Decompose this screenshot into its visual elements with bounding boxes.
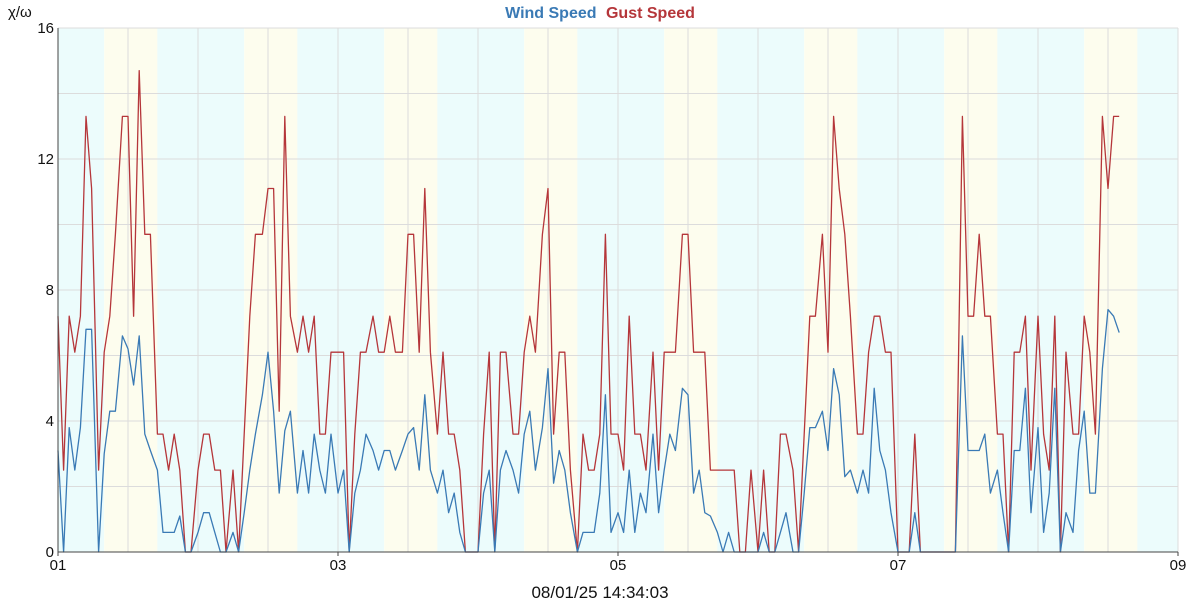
title-wind-speed: Wind Speed	[505, 5, 596, 22]
x-tick-label: 03	[330, 557, 347, 574]
title-gust-speed: Gust Speed	[606, 5, 695, 22]
y-tick-label: 12	[37, 151, 54, 168]
y-tick-label: 4	[46, 413, 54, 430]
x-tick-label: 07	[890, 557, 907, 574]
axes: 01 03 05 07 09 0 4 8 12 16	[37, 20, 1186, 574]
y-tick-label: 8	[46, 282, 54, 299]
x-tick-label: 09	[1170, 557, 1187, 574]
x-tick-label: 01	[50, 557, 67, 574]
y-tick-label: 16	[37, 20, 54, 37]
timestamp-footer: 08/01/25 14:34:03	[531, 583, 668, 600]
y-tick-label: 0	[46, 544, 54, 561]
y-axis-label: χ/ω	[8, 4, 32, 21]
chart-title: Wind Speed Gust Speed	[505, 5, 695, 22]
x-tick-label: 05	[610, 557, 627, 574]
